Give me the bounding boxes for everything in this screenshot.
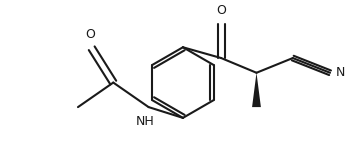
Text: O: O bbox=[85, 28, 95, 41]
Text: O: O bbox=[216, 4, 226, 17]
Text: NH: NH bbox=[135, 115, 154, 128]
Polygon shape bbox=[252, 73, 261, 107]
Text: N: N bbox=[336, 66, 345, 79]
